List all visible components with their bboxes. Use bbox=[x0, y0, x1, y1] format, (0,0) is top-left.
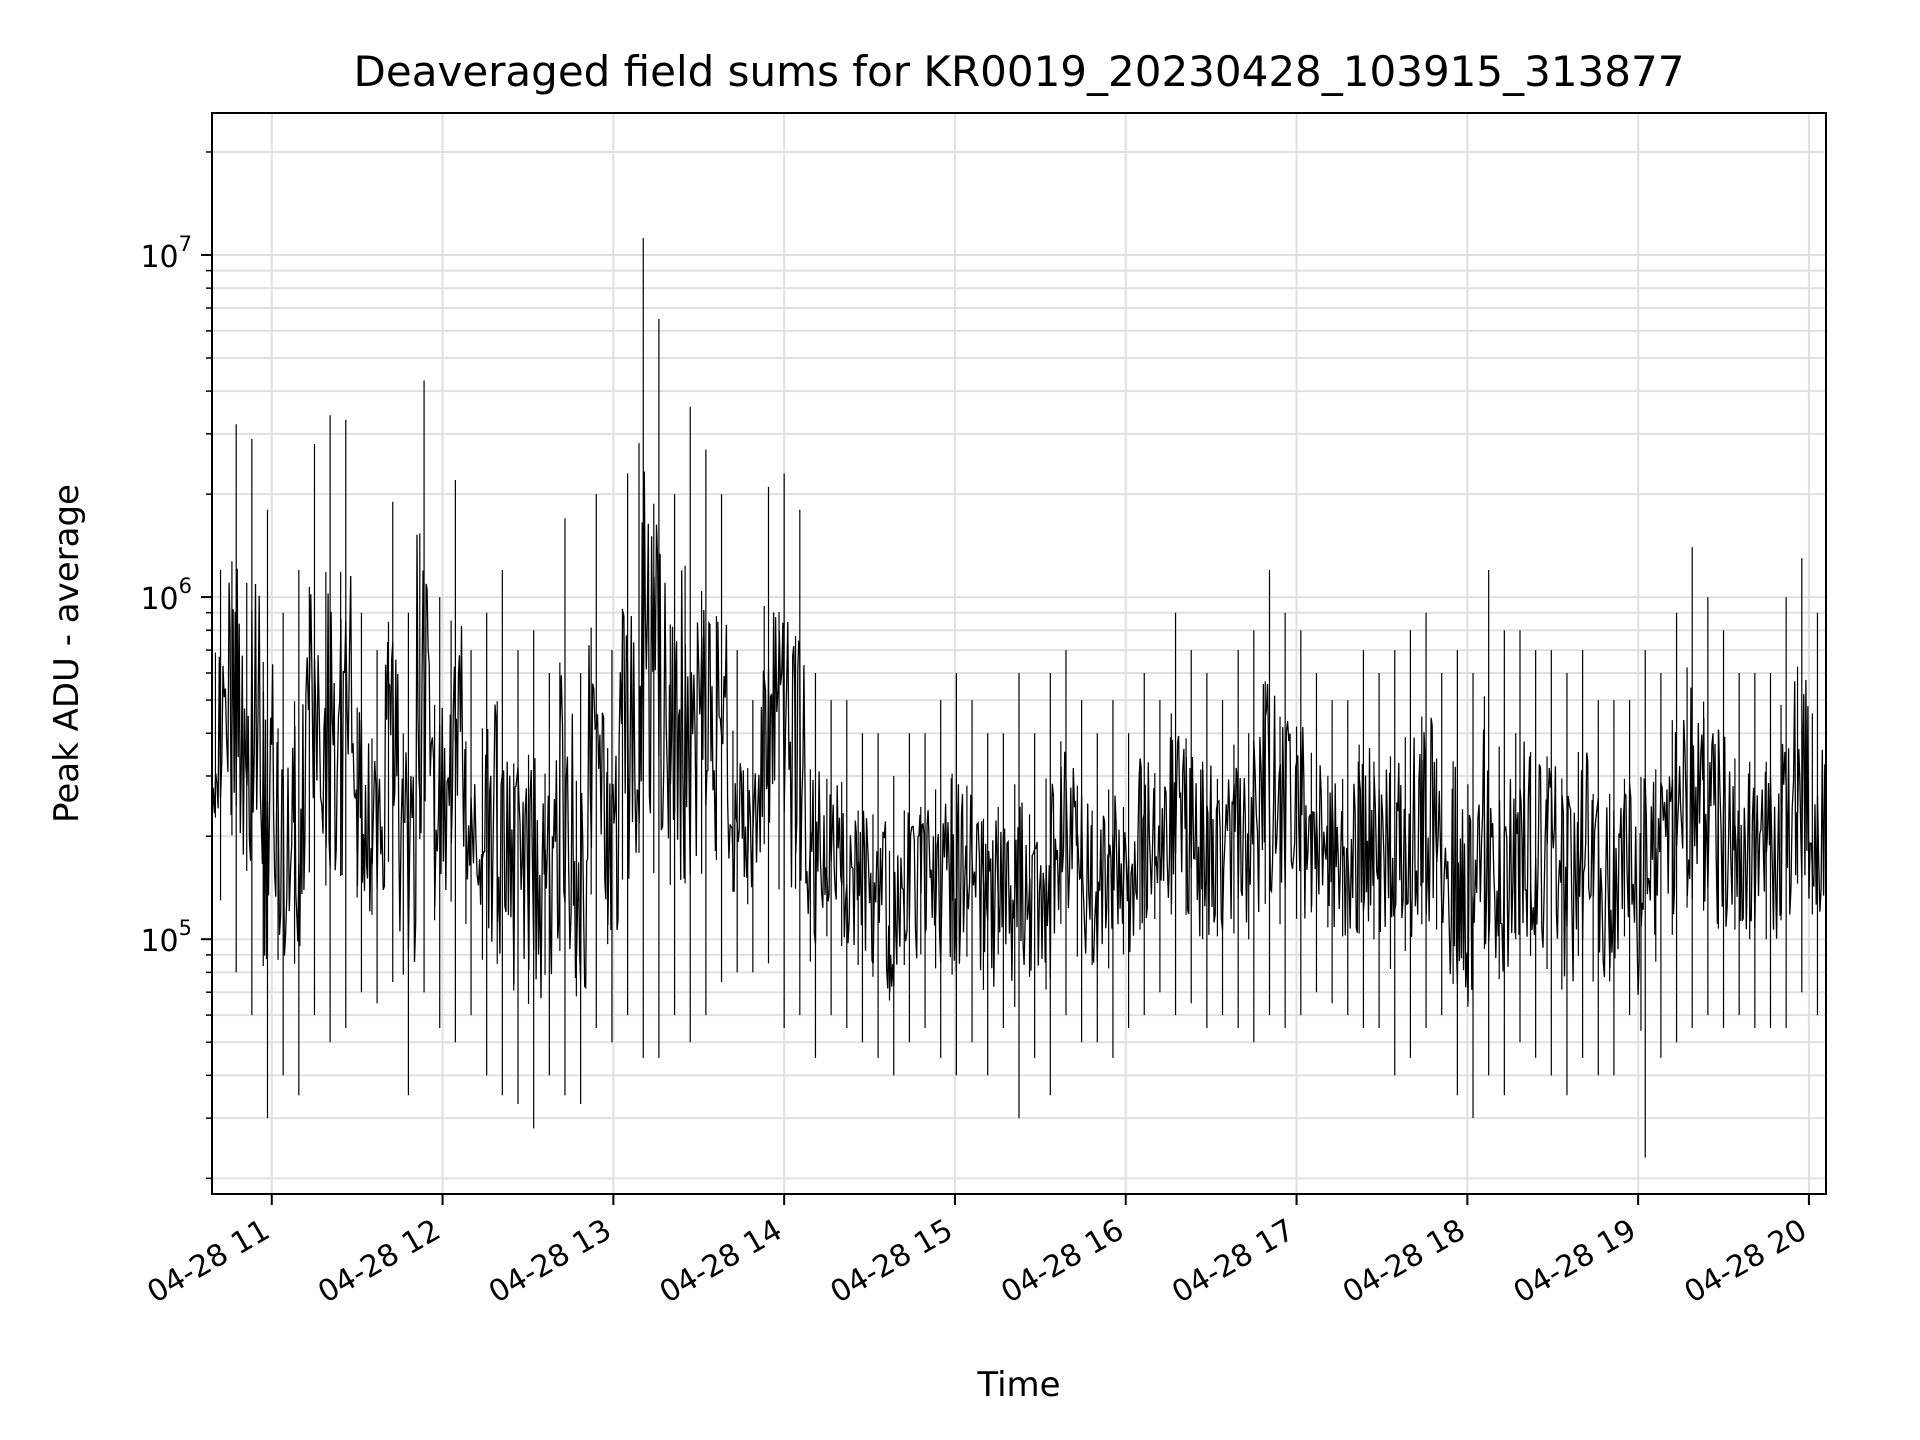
plot-frame bbox=[211, 112, 1827, 1195]
series-line bbox=[211, 238, 1827, 1158]
y-tick-label: 106 bbox=[140, 574, 192, 617]
x-tick-label: 04-28 18 bbox=[1337, 1213, 1471, 1311]
x-tick-label: 04-28 11 bbox=[141, 1213, 275, 1311]
x-tick-label: 04-28 16 bbox=[995, 1213, 1129, 1311]
x-tick-label: 04-28 14 bbox=[654, 1213, 788, 1311]
x-tick-label: 04-28 13 bbox=[483, 1213, 617, 1311]
x-axis-label: Time bbox=[976, 1365, 1060, 1405]
y-tick-label: 107 bbox=[140, 232, 192, 275]
y-tick-label: 105 bbox=[140, 916, 192, 959]
x-tick-label: 04-28 12 bbox=[312, 1213, 446, 1311]
x-tick-label: 04-28 20 bbox=[1679, 1213, 1813, 1311]
x-tick-label: 04-28 15 bbox=[825, 1213, 959, 1311]
data-line bbox=[211, 471, 1827, 1003]
chart-title: Deaveraged field sums for KR0019_2023042… bbox=[354, 47, 1685, 96]
x-tick-label: 04-28 19 bbox=[1508, 1213, 1642, 1311]
x-tick-label: 04-28 17 bbox=[1166, 1213, 1300, 1311]
y-axis-label: Peak ADU - average bbox=[47, 484, 87, 823]
